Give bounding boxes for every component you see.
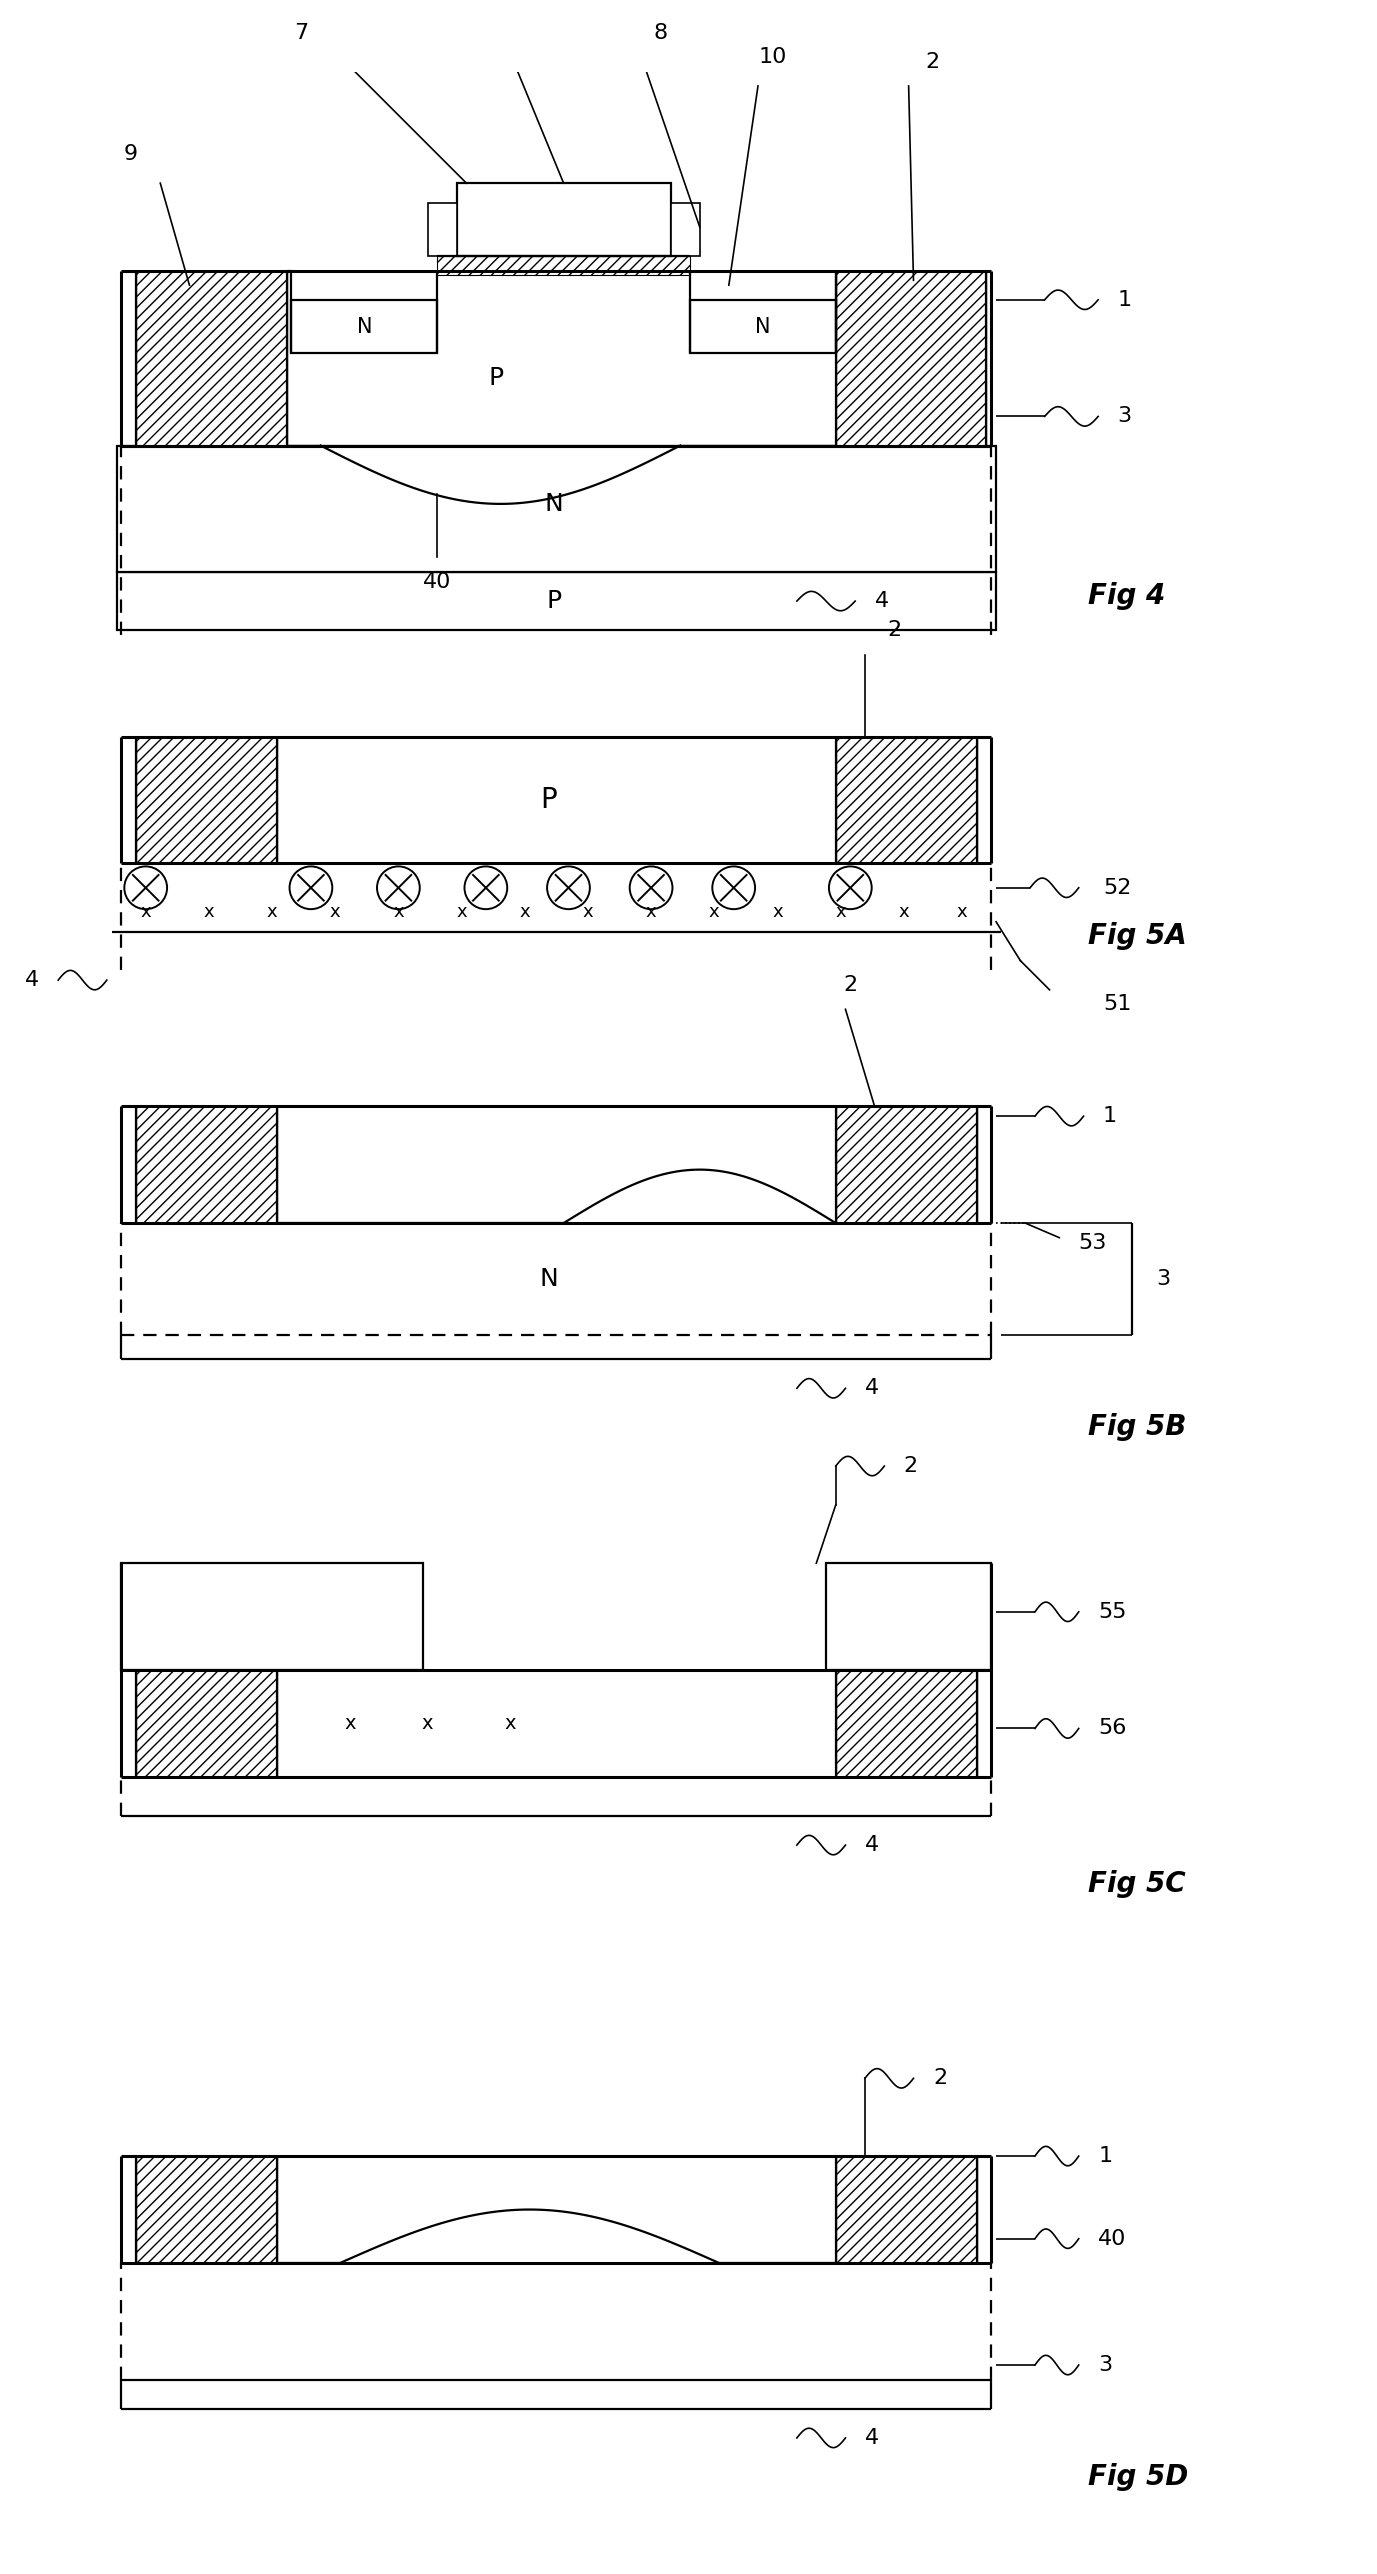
Text: Fig 5C: Fig 5C xyxy=(1088,1869,1186,1897)
Text: 4: 4 xyxy=(865,2427,879,2448)
Text: x: x xyxy=(772,903,782,921)
Text: 4: 4 xyxy=(865,1835,879,1856)
Bar xyxy=(117,445,996,571)
Text: 56: 56 xyxy=(1097,1719,1126,1737)
Text: 2: 2 xyxy=(934,2069,947,2088)
Bar xyxy=(427,203,457,255)
Bar xyxy=(121,1562,423,1671)
Text: N: N xyxy=(540,1266,559,1292)
Text: 2: 2 xyxy=(843,976,858,996)
Text: N: N xyxy=(755,317,771,337)
Text: 52: 52 xyxy=(1103,878,1132,898)
Text: 3: 3 xyxy=(1097,2355,1113,2376)
Text: 7: 7 xyxy=(295,23,308,44)
Text: x: x xyxy=(456,903,467,921)
Text: x: x xyxy=(330,903,340,921)
Text: x: x xyxy=(898,903,909,921)
Text: 6: 6 xyxy=(489,0,503,3)
Text: P: P xyxy=(547,589,562,613)
Bar xyxy=(136,736,277,862)
Bar xyxy=(136,1107,277,1223)
Text: x: x xyxy=(267,903,277,921)
Bar xyxy=(292,299,438,353)
Text: 1: 1 xyxy=(1103,1107,1117,1127)
Text: 2: 2 xyxy=(887,620,901,641)
Text: N: N xyxy=(357,317,372,337)
Text: Fig 5A: Fig 5A xyxy=(1088,921,1187,950)
Text: 4: 4 xyxy=(874,592,888,610)
Text: x: x xyxy=(646,903,657,921)
Text: 10: 10 xyxy=(759,46,786,67)
Text: 9: 9 xyxy=(124,144,138,165)
Text: x: x xyxy=(519,903,530,921)
Bar xyxy=(836,2157,976,2263)
Text: P: P xyxy=(487,366,503,389)
Bar xyxy=(136,2157,277,2263)
Bar xyxy=(117,571,996,631)
Text: 2: 2 xyxy=(925,51,940,72)
Text: 40: 40 xyxy=(423,571,452,592)
Text: Fig 5B: Fig 5B xyxy=(1088,1413,1187,1441)
Bar xyxy=(457,183,671,255)
Text: 2: 2 xyxy=(903,1457,918,1475)
Bar xyxy=(836,1107,976,1223)
Bar xyxy=(438,255,690,275)
Text: 4: 4 xyxy=(865,1377,879,1398)
Text: x: x xyxy=(709,903,720,921)
Text: 55: 55 xyxy=(1097,1601,1126,1622)
Text: x: x xyxy=(344,1714,355,1732)
Text: x: x xyxy=(140,903,151,921)
Text: 8: 8 xyxy=(654,23,668,44)
Text: Fig 5D: Fig 5D xyxy=(1088,2463,1188,2492)
Text: x: x xyxy=(204,903,215,921)
Text: 1: 1 xyxy=(1118,291,1132,309)
Bar xyxy=(836,736,976,862)
Text: Fig 4: Fig 4 xyxy=(1088,582,1166,610)
Text: 3: 3 xyxy=(1157,1269,1170,1290)
Text: x: x xyxy=(582,903,593,921)
Bar xyxy=(690,299,836,353)
Text: N: N xyxy=(544,492,563,515)
Text: x: x xyxy=(957,903,968,921)
Text: 4: 4 xyxy=(25,970,39,991)
Text: 40: 40 xyxy=(1097,2229,1126,2250)
Bar xyxy=(136,1671,277,1776)
Text: 1: 1 xyxy=(1097,2147,1113,2167)
Text: P: P xyxy=(541,785,558,813)
Text: x: x xyxy=(504,1714,516,1732)
Bar xyxy=(826,1562,991,1671)
Bar xyxy=(671,203,700,255)
Text: 53: 53 xyxy=(1078,1233,1107,1254)
Text: x: x xyxy=(392,903,403,921)
Bar xyxy=(836,1671,976,1776)
Text: 3: 3 xyxy=(1118,407,1132,427)
Text: 51: 51 xyxy=(1103,994,1132,1014)
Bar xyxy=(836,270,986,445)
Text: x: x xyxy=(421,1714,434,1732)
Text: x: x xyxy=(836,903,845,921)
Bar xyxy=(136,270,286,445)
